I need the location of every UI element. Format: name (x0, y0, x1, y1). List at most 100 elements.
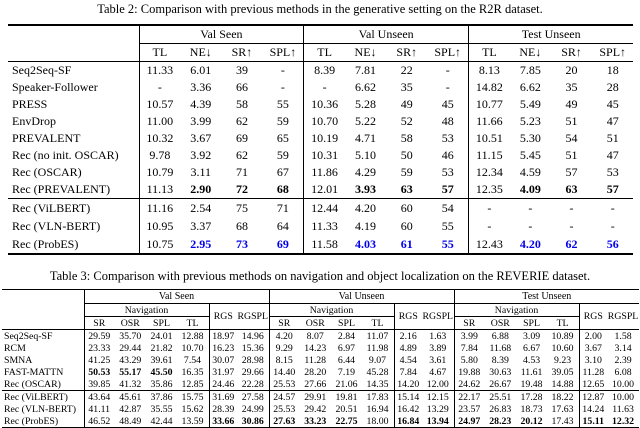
table-row: Seq2Seq-SF 11.33 6.01 39 - 8.39 7.81 22 - 8.13 7.8… (8, 61, 633, 79)
value-cell: - (280, 63, 285, 77)
column-header: NE↓ (180, 43, 222, 62)
value-cell: 27.63 (268, 415, 299, 428)
value-cell: 14.82 (468, 79, 510, 96)
value-cell: 55 (441, 236, 454, 251)
value-cell: 1.58 (614, 330, 632, 342)
value-cell: 51 (565, 114, 578, 128)
value-cell: 41.25 (83, 354, 114, 366)
value-cell: 18.97 (208, 329, 237, 342)
value-cell: 42.44 (150, 415, 173, 427)
value-cell: 5.28 (355, 97, 377, 111)
value-cell: 20.51 (335, 403, 358, 415)
column-header: TL (468, 43, 510, 62)
method-cell: Rec (ViLBERT) (8, 198, 139, 217)
value-cell: 21.06 (335, 378, 358, 390)
value-cell: 62 (235, 148, 248, 162)
column-header: SR (453, 316, 485, 330)
value-cell: 3.99 (453, 329, 485, 342)
value-cell: 29.44 (119, 342, 142, 354)
method-cell: Rec (ProbES) (12, 236, 79, 251)
value-cell: 71 (262, 198, 304, 217)
value-cell: 11.86 (303, 164, 345, 181)
header-row-groups: Val Seen Val Unseen Test Unseen (2, 289, 640, 330)
value-cell: 16.94 (366, 403, 389, 415)
value-cell: 35 (400, 80, 413, 94)
column-header: OSR (114, 316, 147, 330)
value-cell: 2.00 (578, 329, 608, 342)
value-cell: - (509, 198, 551, 217)
value-cell: 6.01 (190, 63, 212, 77)
table3-body-main: Seq2Seq-SF 29.59 35.70 24.01 12.88 18.97 14.96… (2, 329, 639, 391)
value-cell: 73 (235, 236, 248, 251)
value-cell: 5.10 (355, 148, 377, 162)
value-cell: 10.95 (138, 217, 181, 235)
value-cell: 13.59 (181, 415, 204, 427)
value-cell: 10.36 (303, 96, 345, 113)
value-cell: 57 (565, 165, 578, 179)
value-cell: 14.35 (366, 378, 389, 390)
value-cell: 75 (221, 198, 263, 217)
value-cell: 50 (400, 148, 413, 162)
value-cell: 6.62 (519, 80, 541, 94)
value-cell: 16.35 (181, 366, 204, 378)
value-cell: 41.11 (83, 403, 114, 415)
value-cell: 8.15 (268, 354, 299, 366)
value-cell: 15.75 (176, 390, 209, 403)
value-cell: 14.20 (393, 378, 422, 391)
value-cell: 5.30 (519, 131, 541, 145)
value-cell: 35.55 (150, 403, 173, 415)
value-cell: 55.17 (119, 366, 142, 378)
value-cell: 2.54 (180, 198, 222, 217)
value-cell: 18.22 (546, 390, 580, 403)
value-cell: 11.33 (138, 61, 181, 79)
value-cell: 6.08 (614, 366, 632, 378)
table-row: Rec (ProbES) 10.75 2.95 73 69 11.58 4.03 61 55 12… (8, 235, 633, 254)
header-row-metrics: TL NE↓ SR↑ SPL↑ TL NE↓ SR↑ SPL↑ TL NE↓ SR↑ SPL↑ (8, 43, 634, 62)
nav-group-header: Navigation (268, 303, 394, 317)
value-cell: 29.91 (299, 390, 332, 403)
table2-body-main: Seq2Seq-SF 11.33 6.01 39-8.39 7.81 22-8.13 7.8… (8, 61, 633, 199)
value-cell: 58 (235, 97, 248, 111)
method-cell: PRESS (12, 97, 48, 111)
table3-caption: Table 3: Comparison with previous method… (49, 269, 591, 283)
value-cell: 12.35 (468, 181, 510, 199)
value-cell: 17.43 (551, 415, 574, 427)
value-cell: 7.85 (519, 63, 541, 77)
value-cell: 14.40 (268, 366, 299, 378)
group-header: Test Unseen (453, 289, 640, 304)
column-header: RGS (208, 303, 237, 330)
value-cell: 9.07 (368, 354, 387, 366)
value-cell: 39 (235, 63, 248, 77)
value-cell: 4.71 (355, 131, 377, 145)
value-cell: 10.79 (138, 164, 181, 181)
value-cell: 11.07 (366, 330, 389, 342)
group-header: Test Unseen (468, 25, 634, 44)
value-cell: 21.82 (150, 342, 173, 354)
value-cell: 46.52 (83, 415, 114, 428)
corner-cell (2, 289, 84, 330)
value-cell: 4.09 (519, 182, 541, 196)
value-cell: 53 (441, 131, 454, 145)
value-cell: 3.99 (190, 114, 212, 128)
value-cell: 3.67 (190, 131, 212, 145)
value-cell: 48 (441, 114, 454, 128)
value-cell: 8.39 (491, 354, 509, 366)
value-cell: 8.07 (306, 330, 324, 342)
column-header: SR↑ (386, 43, 428, 62)
value-cell: 69 (276, 236, 289, 251)
value-cell: - (468, 217, 510, 235)
value-cell: 3.89 (429, 342, 447, 354)
value-cell: 16.84 (393, 415, 422, 428)
value-cell: 35.70 (119, 330, 142, 342)
value-cell: 11.13 (138, 181, 181, 199)
value-cell: 11.16 (138, 198, 181, 217)
value-cell: 12.65 (578, 378, 608, 391)
value-cell: 4.19 (355, 218, 377, 233)
column-header: TL (138, 43, 181, 62)
value-cell: 5.22 (355, 114, 377, 128)
group-header: Val Unseen (268, 289, 455, 304)
value-cell: 46 (441, 148, 454, 162)
value-cell: 11.63 (612, 403, 634, 415)
column-header: TL (303, 43, 345, 62)
value-cell: 43.29 (119, 354, 142, 366)
